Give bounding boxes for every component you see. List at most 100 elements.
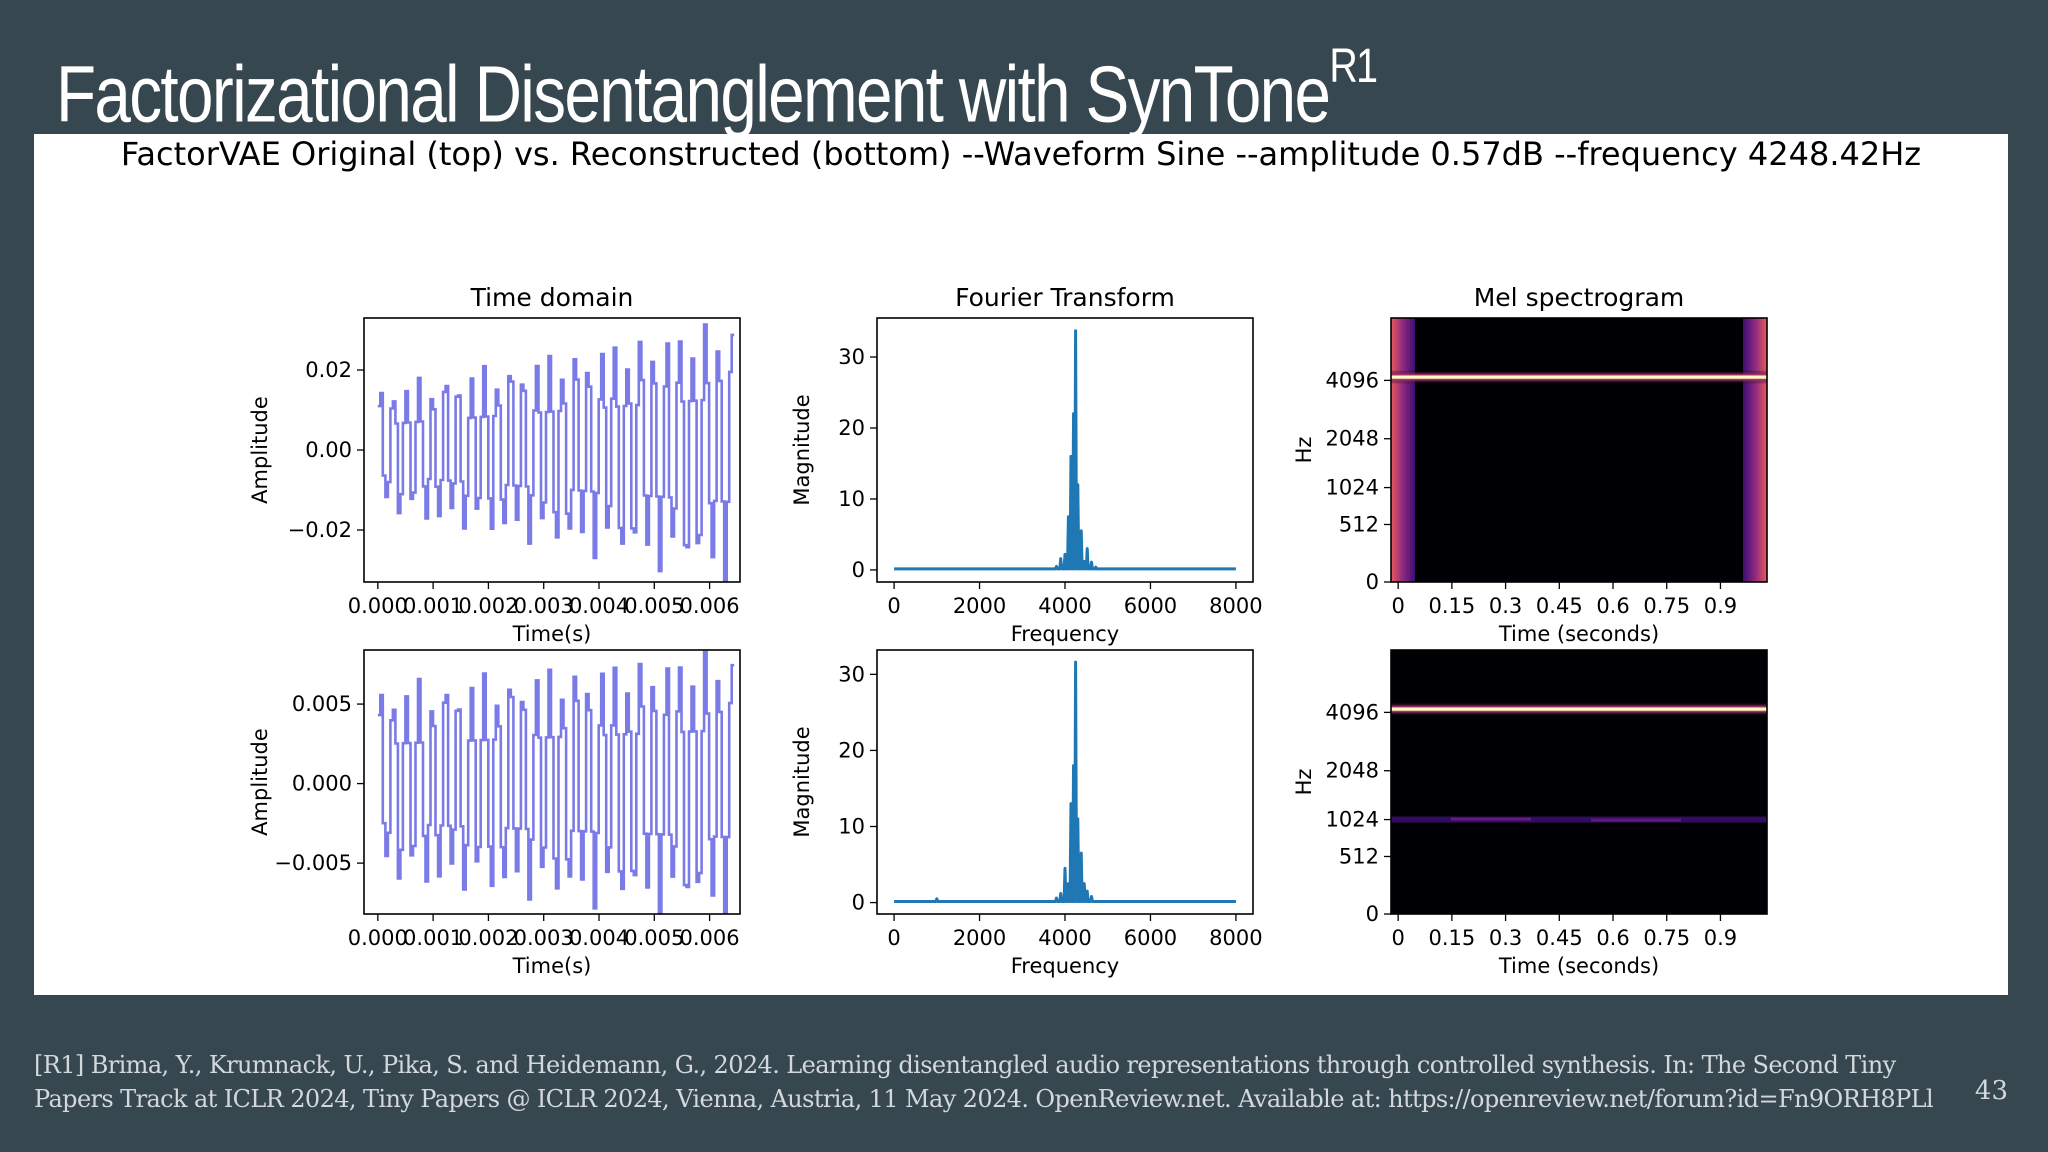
y-axis-label: Hz <box>1292 437 1316 464</box>
y-tick-label: 0.00 <box>305 438 352 462</box>
x-tick-label: 0 <box>887 926 900 950</box>
slide-title: Factorizational Disentanglement with Syn… <box>56 24 1378 150</box>
y-axis-label: Hz <box>1292 769 1316 796</box>
chart-title: Time domain <box>470 283 634 312</box>
x-tick-label: 0.002 <box>458 926 518 950</box>
x-tick-label: 0.004 <box>569 594 629 618</box>
x-tick-label: 0.005 <box>624 594 684 618</box>
spectrogram-edge-left <box>1391 318 1415 582</box>
x-axis-label: Time (seconds) <box>1498 954 1659 978</box>
x-tick-label: 0.004 <box>569 926 629 950</box>
x-axis-label: Frequency <box>1011 622 1120 646</box>
x-tick-label: 4000 <box>1038 594 1091 618</box>
x-tick-label: 0.005 <box>624 926 684 950</box>
x-tick-label: 0.000 <box>348 594 408 618</box>
y-tick-label: 512 <box>1339 512 1379 536</box>
y-tick-label: 1024 <box>1326 476 1379 500</box>
x-tick-label: 8000 <box>1209 926 1262 950</box>
slide-title-text: Factorizational Disentanglement with Syn… <box>56 49 1331 139</box>
spectrogram-secondary-blob <box>1591 818 1681 822</box>
x-tick-label: 0.003 <box>514 926 574 950</box>
x-tick-label: 0.75 <box>1643 926 1690 950</box>
x-tick-label: 0.001 <box>403 926 463 950</box>
y-tick-label: 0 <box>1366 902 1379 926</box>
y-tick-label: 0 <box>852 891 865 915</box>
x-tick-label: 0 <box>887 594 900 618</box>
y-tick-label: 0 <box>852 558 865 582</box>
x-axis-label: Frequency <box>1011 954 1120 978</box>
waveform-line <box>377 650 735 914</box>
y-axis-label: Amplitude <box>248 728 272 836</box>
spectrogram-background <box>1391 318 1767 582</box>
x-tick-label: 0.3 <box>1489 926 1522 950</box>
x-tick-label: 0.45 <box>1536 926 1583 950</box>
x-tick-label: 0.9 <box>1704 926 1737 950</box>
x-tick-label: 0.9 <box>1704 594 1737 618</box>
x-axis-label: Time (seconds) <box>1498 622 1659 646</box>
y-tick-label: 1024 <box>1326 808 1379 832</box>
axes-frame <box>1390 649 1768 915</box>
y-tick-label: −0.02 <box>288 518 352 542</box>
mel-reconstructed-chart: 0 512 1024 2048 4096 0 0.15 0.3 0.45 0.6 0.75 0.9 Ti… <box>1292 649 1768 978</box>
y-axis-label: Magnitude <box>790 394 814 505</box>
x-tick-label: 0.002 <box>458 594 518 618</box>
x-tick-label: 6000 <box>1124 926 1177 950</box>
y-tick-label: −0.005 <box>274 851 352 875</box>
axes-frame <box>876 317 1254 583</box>
x-tick-label: 0.3 <box>1489 594 1522 618</box>
x-tick-label: 8000 <box>1209 594 1262 618</box>
x-tick-label: 4000 <box>1038 926 1091 950</box>
x-tick-label: 0.006 <box>680 594 740 618</box>
y-tick-label: 4096 <box>1326 700 1379 724</box>
waveform-line <box>377 323 735 582</box>
axes-frame <box>363 649 741 915</box>
figure-panel: FactorVAE Original (top) vs. Reconstruct… <box>34 134 2008 995</box>
axes-frame <box>1390 317 1768 583</box>
x-tick-label: 0.6 <box>1596 594 1629 618</box>
y-tick-label: 2048 <box>1326 427 1379 451</box>
y-tick-label: 512 <box>1339 844 1379 868</box>
y-tick-label: 10 <box>838 815 865 839</box>
y-tick-label: 2048 <box>1326 759 1379 783</box>
x-tick-label: 0.75 <box>1643 594 1690 618</box>
fft-line <box>894 660 1236 903</box>
x-tick-label: 2000 <box>953 594 1006 618</box>
x-tick-label: 0 <box>1391 594 1404 618</box>
x-tick-label: 6000 <box>1124 594 1177 618</box>
y-tick-label: 4096 <box>1326 368 1379 392</box>
y-tick-label: 20 <box>838 416 865 440</box>
spectrogram-background <box>1391 650 1767 914</box>
x-tick-label: 0.006 <box>680 926 740 950</box>
spectrogram-tone-core <box>1391 375 1767 379</box>
y-tick-label: 30 <box>838 662 865 686</box>
fft-original-chart: 0 10 20 30 0 2000 4000 6000 8000 Fourier Transfor… <box>790 283 1263 646</box>
y-axis-label: Magnitude <box>790 726 814 837</box>
chart-title: Fourier Transform <box>955 283 1175 312</box>
chart-title: Mel spectrogram <box>1474 283 1685 312</box>
x-axis-label: Time(s) <box>512 954 592 978</box>
spectrogram-secondary-blob <box>1451 817 1531 821</box>
x-tick-label: 0.003 <box>514 594 574 618</box>
footer-reference: [R1] Brima, Y., Krumnack, U., Pika, S. a… <box>34 1051 1934 1113</box>
figure-suptitle: FactorVAE Original (top) vs. Reconstruct… <box>121 135 1921 173</box>
x-tick-label: 2000 <box>953 926 1006 950</box>
time-reconstructed-chart: 0.0050.000−0.0050.0000.0010.0020.0030.00… <box>248 649 741 978</box>
spectrogram-secondary-band <box>1391 816 1767 823</box>
x-tick-label: 0.15 <box>1428 926 1475 950</box>
title-superscript: R1 <box>1329 40 1378 93</box>
spectrogram-edge-right <box>1743 318 1767 582</box>
y-tick-label: 20 <box>838 738 865 762</box>
x-tick-label: 0.001 <box>403 594 463 618</box>
figure-svg: FactorVAE Original (top) vs. Reconstruct… <box>121 135 1921 978</box>
spectrogram-tone-core <box>1391 707 1767 711</box>
y-tick-label: 0.000 <box>292 772 352 796</box>
x-tick-label: 0 <box>1391 926 1404 950</box>
x-tick-label: 0.15 <box>1428 594 1475 618</box>
y-tick-label: 0 <box>1366 570 1379 594</box>
page-number: 43 <box>1974 1076 2008 1106</box>
y-tick-label: 0.02 <box>305 358 352 382</box>
y-axis-label: Amplitude <box>248 396 272 504</box>
x-tick-label: 0.45 <box>1536 594 1583 618</box>
y-tick-label: 30 <box>838 345 865 369</box>
mel-original-chart: 0 512 1024 2048 4096 0 0.15 0.3 0.45 0.6 0.75 0.9 Me… <box>1292 283 1768 646</box>
